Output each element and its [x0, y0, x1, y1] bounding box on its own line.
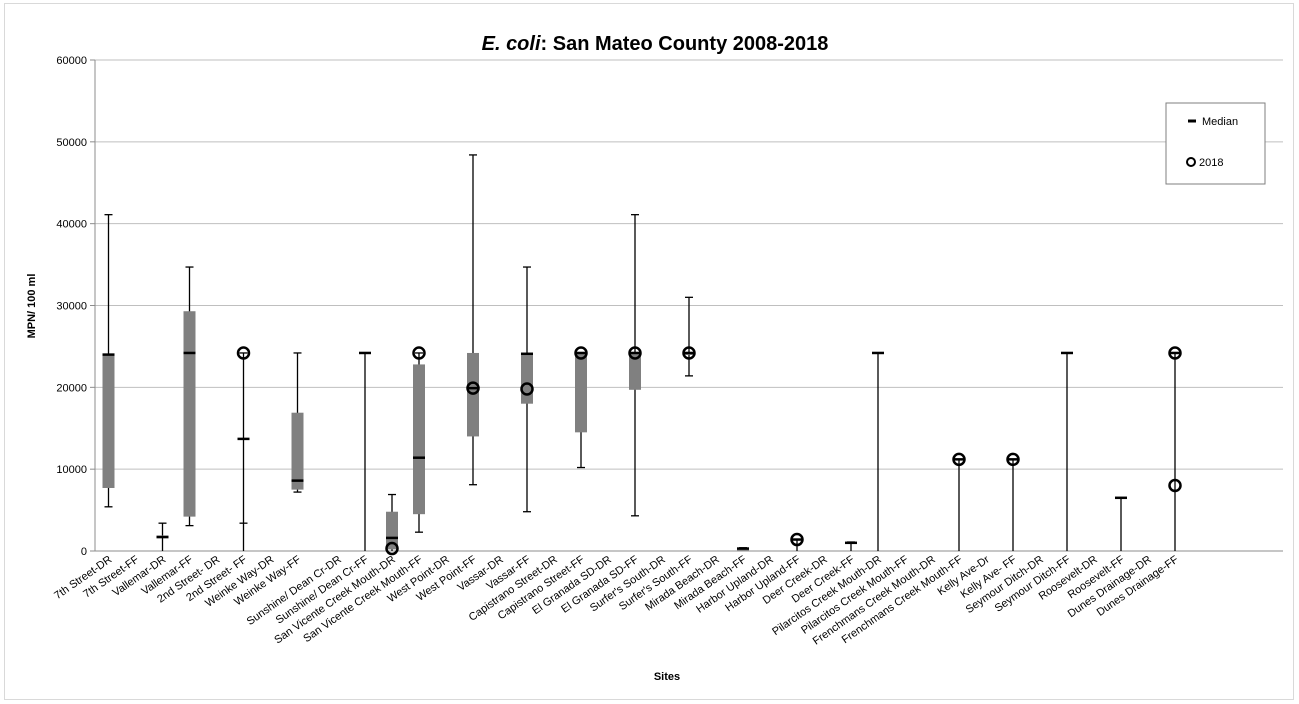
box	[183, 311, 196, 517]
marker-2018	[574, 346, 588, 360]
marker-2018	[628, 346, 642, 360]
legend-median-label: Median	[1202, 116, 1238, 128]
legend-2018-label: 2018	[1199, 157, 1223, 169]
y-tick-label: 20000	[56, 382, 87, 394]
marker-2018	[520, 382, 534, 396]
box	[386, 511, 398, 550]
chart-title: E. coli: San Mateo County 2008-2018	[482, 33, 829, 55]
marker-2018	[412, 346, 426, 360]
box	[291, 412, 304, 490]
marker-2018	[1168, 478, 1182, 493]
chart-title-italic: E. coli	[482, 33, 541, 55]
y-tick-label: 10000	[56, 464, 87, 476]
gridlines	[95, 59, 1283, 470]
marker-2018	[682, 346, 696, 360]
marker-2018	[790, 532, 804, 547]
x-axis-title: Sites	[654, 671, 680, 683]
marker-2018	[385, 541, 399, 556]
x-axis	[94, 60, 1283, 552]
y-tick-label: 50000	[56, 137, 87, 149]
chart-title-rest: : San Mateo County 2008-2018	[541, 33, 829, 55]
y-tick-label: 60000	[56, 55, 87, 67]
box-plot-marks	[102, 154, 1182, 556]
box	[629, 352, 641, 390]
box	[102, 353, 115, 488]
box	[413, 364, 425, 515]
y-axis-ticks: 0 10000 20000 30000 40000 50000 60000	[56, 55, 95, 558]
y-axis-title: MPN/ 100 ml	[26, 274, 38, 339]
legend: Median 2018	[1165, 102, 1266, 185]
marker-2018	[236, 346, 251, 360]
chart-frame	[4, 3, 1294, 700]
y-tick-label: 0	[81, 546, 87, 558]
legend-2018-swatch	[1186, 157, 1196, 167]
y-tick-label: 40000	[56, 219, 87, 231]
y-tick-label: 30000	[56, 301, 87, 313]
box	[521, 352, 533, 404]
marker-2018	[1006, 452, 1020, 467]
legend-box	[1165, 102, 1266, 185]
marker-2018	[466, 381, 480, 395]
box	[575, 352, 587, 433]
marker-2018	[952, 452, 966, 467]
marker-2018	[1168, 346, 1182, 360]
